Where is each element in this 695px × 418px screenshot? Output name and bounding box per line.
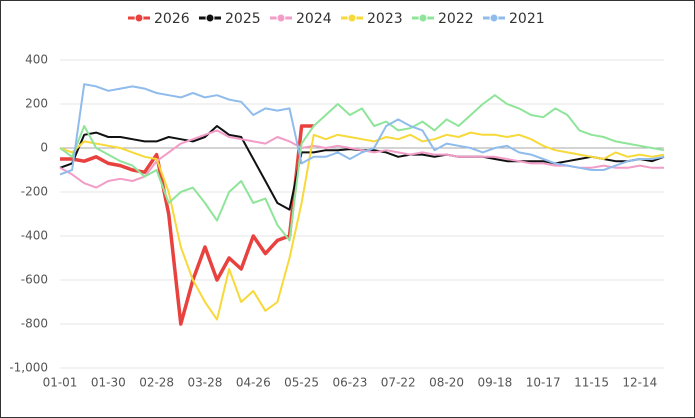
y-tick-label: -200 — [21, 185, 48, 199]
y-tick-label: -600 — [21, 273, 48, 287]
y-tick-label: 200 — [25, 97, 48, 111]
legend-marker — [347, 13, 357, 23]
x-tick-label: 10-17 — [526, 376, 561, 390]
x-tick-label: 08-20 — [429, 376, 464, 390]
legend-label: 2021 — [509, 11, 545, 27]
y-tick-label: 0 — [40, 141, 48, 155]
x-tick-label: 09-18 — [477, 376, 512, 390]
series-line — [59, 131, 665, 321]
x-tick-label: 01-30 — [91, 376, 126, 390]
legend-label: 2026 — [154, 11, 190, 27]
series-line — [59, 94, 665, 242]
x-tick-label: 11-15 — [574, 376, 609, 390]
y-tick-label: -800 — [21, 317, 48, 331]
legend-label: 2025 — [225, 11, 261, 27]
legend-label: 2024 — [296, 11, 332, 27]
legend-marker — [134, 13, 144, 23]
x-tick-label: 01-01 — [43, 376, 78, 390]
series-line — [59, 83, 665, 176]
legend-marker — [489, 13, 499, 23]
y-tick-label: -1,000 — [9, 361, 48, 375]
legend-label: 2022 — [438, 11, 474, 27]
x-tick-label: 04-26 — [236, 376, 271, 390]
legend-label: 2023 — [367, 11, 403, 27]
y-tick-label: -400 — [21, 229, 48, 243]
series-line — [60, 124, 314, 326]
x-tick-label: 02-28 — [139, 376, 174, 390]
legend-marker — [418, 13, 428, 23]
x-tick-label: 05-25 — [284, 376, 319, 390]
legend-marker — [205, 13, 215, 23]
y-tick-label: 400 — [25, 53, 48, 67]
x-tick-label: 03-28 — [188, 376, 223, 390]
x-tick-label: 12-14 — [622, 376, 657, 390]
x-tick-label: 07-22 — [381, 376, 416, 390]
legend-marker — [276, 13, 286, 23]
x-tick-label: 06-23 — [332, 376, 367, 390]
